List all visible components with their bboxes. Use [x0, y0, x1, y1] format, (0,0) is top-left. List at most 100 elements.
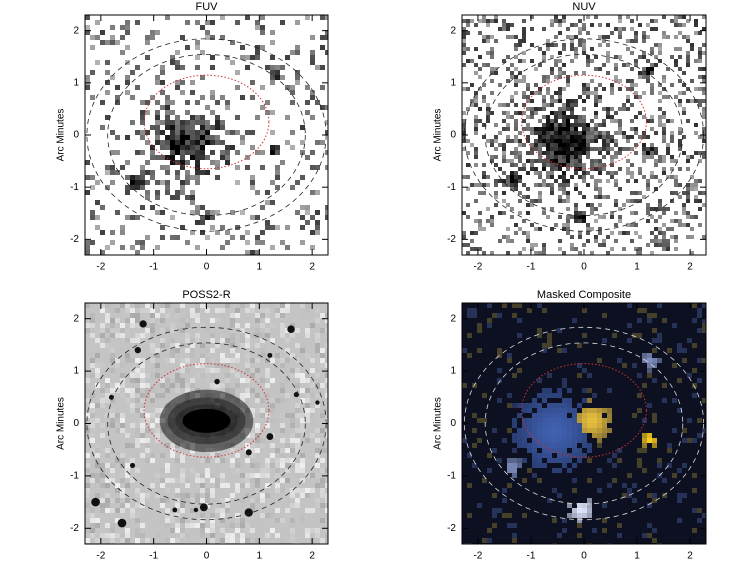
pixel — [120, 333, 125, 338]
pixel — [582, 368, 587, 373]
pixel — [702, 328, 706, 333]
pixel — [200, 483, 205, 488]
pixel — [235, 498, 240, 503]
pixel — [512, 423, 517, 428]
pixel — [550, 135, 554, 139]
pixel — [195, 100, 200, 105]
pixel — [662, 207, 666, 211]
pixel — [492, 513, 497, 518]
pixel — [270, 408, 275, 413]
pixel — [225, 503, 230, 508]
pixel — [315, 473, 320, 478]
pixel — [315, 403, 320, 408]
pixel — [125, 473, 130, 478]
pixel — [305, 438, 310, 443]
pixel — [270, 55, 275, 60]
pixel — [90, 478, 95, 483]
pixel — [547, 373, 552, 378]
pixel — [537, 433, 542, 438]
pixel — [617, 458, 622, 463]
pixel — [160, 453, 165, 458]
pixel — [630, 175, 634, 179]
pixel — [295, 180, 300, 185]
pixel — [125, 498, 130, 503]
pixel — [150, 323, 155, 328]
pixel — [135, 398, 140, 403]
pixel — [606, 107, 610, 111]
pixel — [120, 418, 125, 423]
pixel — [630, 135, 634, 139]
pixel — [522, 91, 526, 95]
pixel — [295, 468, 300, 473]
pixel — [602, 143, 606, 147]
pixel — [658, 47, 662, 51]
pixel — [642, 443, 647, 448]
pixel — [110, 358, 115, 363]
pixel — [325, 15, 328, 20]
pixel — [697, 418, 702, 423]
pixel — [290, 438, 295, 443]
pixel — [160, 308, 165, 313]
pixel — [95, 363, 100, 368]
pixel — [230, 448, 235, 453]
pixel — [462, 63, 466, 67]
pixel — [518, 155, 522, 159]
pixel — [180, 190, 185, 195]
pixel — [190, 468, 195, 473]
pixel — [526, 135, 530, 139]
pixel — [490, 67, 494, 71]
pixel — [602, 167, 606, 171]
star — [244, 508, 253, 517]
pixel — [594, 219, 598, 223]
pixel — [522, 127, 526, 131]
pixel — [550, 123, 554, 127]
pixel — [200, 458, 205, 463]
pixel — [514, 231, 518, 235]
pixel — [610, 171, 614, 175]
pixel — [190, 498, 195, 503]
pixel — [275, 175, 280, 180]
pixel — [558, 151, 562, 155]
pixel — [315, 463, 320, 468]
pixel — [514, 135, 518, 139]
pixel — [120, 393, 125, 398]
pixel — [315, 230, 320, 235]
pixel — [245, 55, 250, 60]
pixel — [230, 235, 235, 240]
pixel — [652, 498, 657, 503]
pixel — [662, 231, 666, 235]
pixel — [662, 171, 666, 175]
pixel — [566, 167, 570, 171]
pixel — [518, 111, 522, 115]
pixel — [200, 363, 205, 368]
pixel — [662, 223, 666, 227]
pixel — [498, 83, 502, 87]
pixel — [590, 47, 594, 51]
pixel — [185, 135, 190, 140]
pixel — [285, 348, 290, 353]
pixel — [265, 503, 270, 508]
pixel — [210, 358, 215, 363]
pixel — [650, 71, 654, 75]
pixel — [592, 418, 597, 423]
pixel — [185, 338, 190, 343]
pixel — [542, 159, 546, 163]
pixel — [647, 433, 652, 438]
pixel — [487, 453, 492, 458]
pixel — [200, 323, 205, 328]
pixel — [554, 223, 558, 227]
pixel — [255, 473, 260, 478]
pixel — [160, 383, 165, 388]
pixel — [270, 65, 275, 70]
pixel — [250, 513, 255, 518]
pixel — [634, 115, 638, 119]
pixel — [672, 323, 677, 328]
pixel — [462, 39, 466, 43]
pixel — [85, 483, 90, 488]
pixel — [598, 187, 602, 191]
pixel — [578, 219, 582, 223]
pixel — [295, 378, 300, 383]
pixel — [662, 243, 666, 247]
pixel — [654, 239, 658, 243]
pixel — [280, 538, 285, 543]
